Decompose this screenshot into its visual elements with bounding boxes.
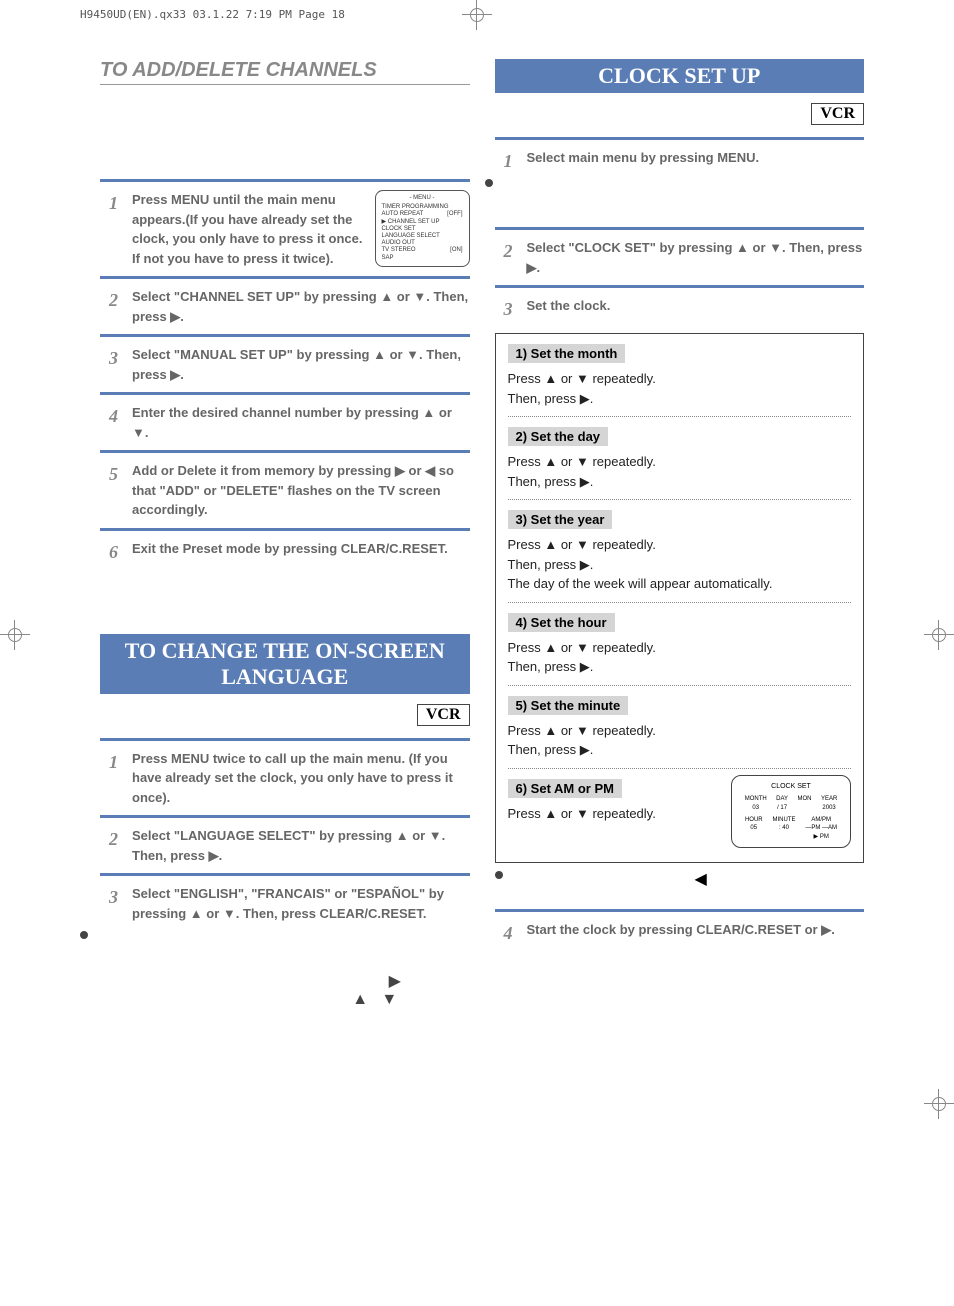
step-text: Add or Delete it from memory by pressing… (132, 461, 470, 520)
vcr-badge: VCR (811, 103, 864, 125)
divider (100, 334, 470, 337)
divider (100, 873, 470, 876)
substep-header: 1) Set the month (508, 344, 626, 363)
step-number: 1 (100, 190, 118, 268)
step-number: 3 (495, 296, 513, 323)
step-text: Select "LANGUAGE SELECT" by pressing ▲ o… (132, 826, 470, 865)
step-row: 3 Select "ENGLISH", "FRANCAIS" or "ESPAÑO… (100, 884, 470, 923)
step-row: 3 Set the clock. (495, 296, 865, 323)
step-row: 4 Start the clock by pressing CLEAR/C.RE… (495, 920, 865, 947)
dotted-separator (508, 416, 852, 417)
osd-row: AUTO REPEAT[OFF] (382, 211, 463, 218)
substep-text: Press ▲ or ▼ repeatedly.Then, press ▶.Th… (508, 535, 852, 594)
step-row: 1Press MENU twice to call up the main me… (100, 749, 470, 808)
step-number: 3 (100, 345, 118, 384)
underline (100, 84, 470, 85)
left-arrow-icon: ◀ (695, 869, 707, 889)
section-title-add-delete: TO ADD/DELETE CHANNELS (100, 59, 470, 82)
bullet (80, 931, 88, 939)
step-number: 3 (100, 884, 118, 923)
step-text: - MENU - TIMER PROGRAMMINGAUTO REPEAT[OF… (132, 190, 470, 268)
divider (495, 909, 865, 912)
step-text: Select "CHANNEL SET UP" by pressing ▲ or… (132, 287, 470, 326)
step-number: 2 (100, 826, 118, 865)
osd-row: AUDIO OUT (382, 240, 463, 247)
substep-header: 5) Set the minute (508, 696, 629, 715)
step-text: Select main menu by pressing MENU. (527, 148, 865, 175)
step-row: 4 Enter the desired channel number by pre… (100, 403, 470, 442)
step-text: Press MENU twice to call up the main men… (132, 749, 470, 808)
step-row: 6 Exit the Preset mode by pressing CLEAR/… (100, 539, 470, 566)
registration-mark-top (462, 0, 492, 30)
step-row: 2 Select "CLOCK SET" by pressing ▲ or ▼.… (495, 238, 865, 277)
clock-substeps-box: 1) Set the month Press ▲ or ▼ repeatedly.… (495, 333, 865, 863)
substep-header: 4) Set the hour (508, 613, 615, 632)
clockset-osd: CLOCK SETMONTH03DAY/ 17MONYEAR2003HOUR05… (731, 775, 851, 849)
step-number: 6 (100, 539, 118, 566)
step-row: 1 - MENU - TIMER PROGRAMMINGAUTO REPEAT[… (100, 190, 470, 268)
registration-mark-right (924, 620, 954, 650)
dotted-separator (508, 768, 852, 769)
divider (100, 450, 470, 453)
osd-menu-box: - MENU - TIMER PROGRAMMINGAUTO REPEAT[OF… (375, 190, 470, 267)
osd-row: TV STEREO[ON] (382, 247, 463, 254)
step-row: 1 Select main menu by pressing MENU. (495, 148, 865, 175)
step-number: 1 (495, 148, 513, 175)
step-text: Enter the desired channel number by pres… (132, 403, 470, 442)
divider (100, 528, 470, 531)
vcr-badge: VCR (417, 704, 470, 726)
substep-header: 6) Set AM or PM (508, 779, 622, 798)
section-title-language: TO CHANGE THE ON-SCREEN LANGUAGE (100, 634, 470, 694)
step-text: Select "MANUAL SET UP" by pressing ▲ or … (132, 345, 470, 384)
registration-mark-left (0, 620, 30, 650)
bullet (495, 871, 503, 879)
divider (100, 392, 470, 395)
step-row: 2 Select "CHANNEL SET UP" by pressing ▲ o… (100, 287, 470, 326)
step-text: Select "CLOCK SET" by pressing ▲ or ▼. T… (527, 238, 865, 277)
divider (495, 227, 865, 230)
divider (100, 815, 470, 818)
osd-row: SAP (382, 255, 463, 262)
step-number: 1 (100, 749, 118, 808)
dotted-separator (508, 499, 852, 500)
divider (495, 137, 865, 140)
step-number: 2 (495, 238, 513, 277)
step-number: 5 (100, 461, 118, 520)
divider (100, 738, 470, 741)
right-column: CLOCK SET UP VCR 1 Select main menu by p… (495, 59, 865, 1009)
substep-text: Press ▲ or ▼ repeatedly.Then, press ▶. (508, 638, 852, 677)
step-number: 4 (495, 920, 513, 947)
step-text: Exit the Preset mode by pressing CLEAR/C… (132, 539, 470, 566)
dotted-separator (508, 685, 852, 686)
bullet (485, 179, 493, 187)
step-row: 2 Select "LANGUAGE SELECT" by pressing ▲ … (100, 826, 470, 865)
osd-row: TIMER PROGRAMMING (382, 204, 463, 211)
osd-row: LANGUAGE SELECT (382, 233, 463, 240)
stray-arrows: ▶ ▲ ▼ (100, 971, 470, 1009)
substep-header: 3) Set the year (508, 510, 613, 529)
left-column: TO ADD/DELETE CHANNELS 1 - MENU - TIMER … (100, 59, 470, 1009)
osd-title: - MENU - (382, 195, 463, 202)
substep-text: Press ▲ or ▼ repeatedly.Then, press ▶. (508, 452, 852, 491)
step-text: Set the clock. (527, 296, 865, 323)
substep-text: Press ▲ or ▼ repeatedly.Then, press ▶. (508, 369, 852, 408)
osd-row: CLOCK SET (382, 226, 463, 233)
step-row: 5Add or Delete it from memory by pressin… (100, 461, 470, 520)
step-row: 3 Select "MANUAL SET UP" by pressing ▲ or… (100, 345, 470, 384)
step-number: 2 (100, 287, 118, 326)
divider (495, 285, 865, 288)
step-text: Select "ENGLISH", "FRANCAIS" or "ESPAÑOL… (132, 884, 470, 923)
substep-header: 2) Set the day (508, 427, 609, 446)
substep-text: Press ▲ or ▼ repeatedly.Then, press ▶. (508, 721, 852, 760)
step-number: 4 (100, 403, 118, 442)
divider (100, 179, 470, 182)
dotted-separator (508, 602, 852, 603)
registration-mark-bottom (924, 1089, 954, 1119)
section-title-clock: CLOCK SET UP (495, 59, 865, 93)
osd-row: ▶ CHANNEL SET UP (382, 219, 463, 226)
step-text: Start the clock by pressing CLEAR/C.RESE… (527, 920, 865, 947)
divider (100, 276, 470, 279)
